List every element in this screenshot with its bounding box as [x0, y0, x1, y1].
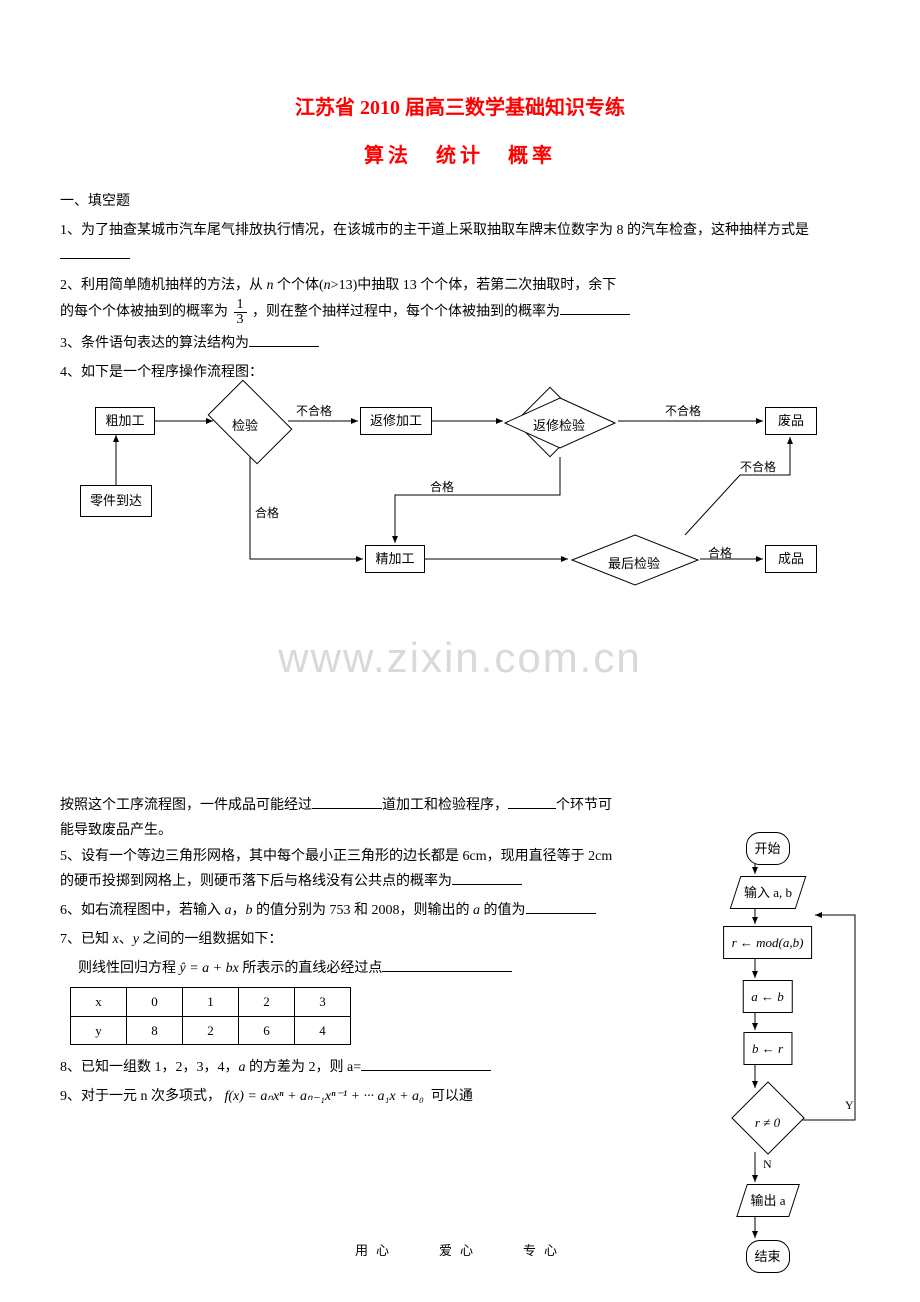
q3-text: 3、条件语句表达的算法结构为: [60, 336, 249, 351]
table-cell: x: [71, 988, 127, 1016]
flowchart-process: 零件到达 粗加工 检验 返修加工 返修检验 废品 精加工 最后检验 成品 不合格…: [60, 395, 860, 595]
edge-ok1: 合格: [255, 503, 279, 525]
question-2: 2、利用简单随机抽样的方法，从 n 个个体(n>13)中抽取 13 个个体，若第…: [60, 273, 860, 327]
page-footer: 用心 爱心 专心: [0, 1239, 920, 1262]
question-6: 6、如右流程图中，若输入 a，b 的值分别为 753 和 2008，则输出的 a…: [60, 898, 620, 923]
section-heading: 一、填空题: [60, 189, 860, 214]
doc-title-main: 江苏省 2010 届高三数学基础知识专练: [60, 90, 860, 126]
var-a: a: [225, 903, 232, 918]
table-cell: 2: [239, 988, 295, 1016]
q6b: ，: [232, 903, 246, 918]
q7b: 、: [119, 932, 133, 947]
table-cell: 1: [183, 988, 239, 1016]
edge-ok2: 合格: [430, 477, 454, 499]
frac-den: 3: [234, 313, 247, 327]
edge-fail3: 不合格: [740, 457, 776, 479]
blank: [560, 314, 630, 315]
q1-text: 1、为了抽查某城市汽车尾气排放执行情况，在该城市的主干道上采取抽取车牌末位数字为…: [60, 223, 809, 238]
frac-num: 1: [234, 298, 247, 313]
node-inspect2-wide: [500, 396, 620, 451]
var-n2: n: [324, 278, 331, 293]
q9a: 9、对于一元 n 次多项式，: [60, 1089, 221, 1104]
q7a: 7、已知: [60, 932, 113, 947]
f2-input-label: 输入 a, b: [743, 881, 791, 904]
node-scrap: 废品: [765, 407, 817, 435]
blank: [452, 884, 522, 885]
f2-input: 输入 a, b: [729, 876, 806, 909]
blank: [361, 1070, 491, 1071]
blank: [526, 913, 596, 914]
data-table: x 0 1 2 3 y 8 2 6 4: [70, 987, 351, 1045]
doc-title-sub: 算法 统计 概率: [60, 138, 860, 174]
q7c: 之间的一组数据如下：: [139, 932, 283, 947]
q2c: >13)中抽取 13 个个体，若第二次抽取时，余下: [331, 278, 617, 293]
question-7-regress: 则线性回归方程 ŷ = a + bx 所表示的直线必经过点: [78, 956, 638, 981]
table-row: y 8 2 6 4: [71, 1016, 351, 1044]
node-inspect3-shape: [570, 533, 700, 588]
node-fine: 精加工: [365, 545, 425, 573]
edge-fail1: 不合格: [296, 401, 332, 423]
regress-formula: ŷ = a + bx: [180, 961, 239, 976]
question-7: 7、已知 x、y 之间的一组数据如下：: [60, 927, 620, 952]
f2-no-label: N: [763, 1154, 772, 1176]
q2e: ，则在整个抽样过程中，每个个体被抽到的概率为: [252, 304, 560, 319]
after-b: 道加工和检验程序，: [382, 798, 508, 813]
question-3: 3、条件语句表达的算法结构为: [60, 331, 860, 356]
table-cell: 0: [127, 988, 183, 1016]
fraction: 13: [234, 298, 247, 327]
q8b: 的方差为 2，则 a=: [246, 1060, 362, 1075]
var-b: b: [246, 903, 253, 918]
node-product: 成品: [765, 545, 817, 573]
table-cell: 4: [295, 1016, 351, 1044]
question-5: 5、设有一个等边三角形网格，其中每个最小正三角形的边长都是 6cm，现用直径等于…: [60, 844, 620, 894]
node-rework: 返修加工: [360, 407, 432, 435]
q6a: 6、如右流程图中，若输入: [60, 903, 225, 918]
flow1-arrows: [60, 395, 860, 595]
f2-yes-label: Y: [845, 1095, 854, 1117]
after-a: 按照这个工序流程图，一件成品可能经过: [60, 798, 312, 813]
q7rb: 所表示的直线必经过点: [239, 961, 383, 976]
blank: [312, 808, 382, 809]
blank: [508, 808, 556, 809]
poly-formula: f(x) = aₙxⁿ + aₙ₋₁xⁿ⁻¹ + ··· a₁x + a₀: [225, 1089, 424, 1104]
flowchart-algorithm: 开始 输入 a, b r ← mod(a,b) a ← b b ← r r ≠ …: [655, 830, 880, 1270]
edge-ok3: 合格: [708, 543, 732, 565]
q7ra: 则线性回归方程: [78, 961, 180, 976]
blank: [382, 971, 512, 972]
table-row: x 0 1 2 3: [71, 988, 351, 1016]
blank: [60, 258, 130, 259]
question-4: 4、如下是一个程序操作流程图：: [60, 360, 860, 385]
table-cell: 8: [127, 1016, 183, 1044]
question-9: 9、对于一元 n 次多项式， f(x) = aₙxⁿ + aₙ₋₁xⁿ⁻¹ + …: [60, 1084, 620, 1109]
f2-mod: r ← mod(a,b): [723, 926, 813, 959]
f2-output-label: 输出 a: [750, 1189, 785, 1212]
blank: [249, 346, 319, 347]
q5-text: 5、设有一个等边三角形网格，其中每个最小正三角形的边长都是 6cm，现用直径等于…: [60, 849, 612, 889]
para-after-flowchart: 按照这个工序流程图，一件成品可能经过道加工和检验程序，个环节可能导致废品产生。: [60, 793, 620, 843]
q2d: 的每个个体被抽到的概率为: [60, 304, 228, 319]
node-arrive: 零件到达: [80, 485, 152, 517]
q8a: 8、已知一组数 1，2，3，4，: [60, 1060, 239, 1075]
var-a2: a: [473, 903, 480, 918]
question-1: 1、为了抽查某城市汽车尾气排放执行情况，在该城市的主干道上采取抽取车牌末位数字为…: [60, 218, 860, 268]
table-cell: 6: [239, 1016, 295, 1044]
q6c: 的值分别为 753 和 2008，则输出的: [253, 903, 474, 918]
table-cell: 2: [183, 1016, 239, 1044]
f2-assign-b: b ← r: [743, 1032, 792, 1065]
node-rough: 粗加工: [95, 407, 155, 435]
f2-output: 输出 a: [736, 1184, 800, 1217]
var-a3: a: [239, 1060, 246, 1075]
q2a: 2、利用简单随机抽样的方法，从: [60, 278, 267, 293]
table-cell: 3: [295, 988, 351, 1016]
table-cell: y: [71, 1016, 127, 1044]
watermark: www.zixin.com.cn: [0, 620, 920, 696]
var-n: n: [267, 278, 274, 293]
q2b: 个个体(: [274, 278, 324, 293]
q6d: 的值为: [480, 903, 526, 918]
f2-assign-a: a ← b: [742, 980, 793, 1013]
q9b: 可以通: [431, 1089, 473, 1104]
f2-start: 开始: [745, 832, 789, 865]
edge-fail2: 不合格: [665, 401, 701, 423]
question-8: 8、已知一组数 1，2，3，4，a 的方差为 2，则 a=: [60, 1055, 620, 1080]
